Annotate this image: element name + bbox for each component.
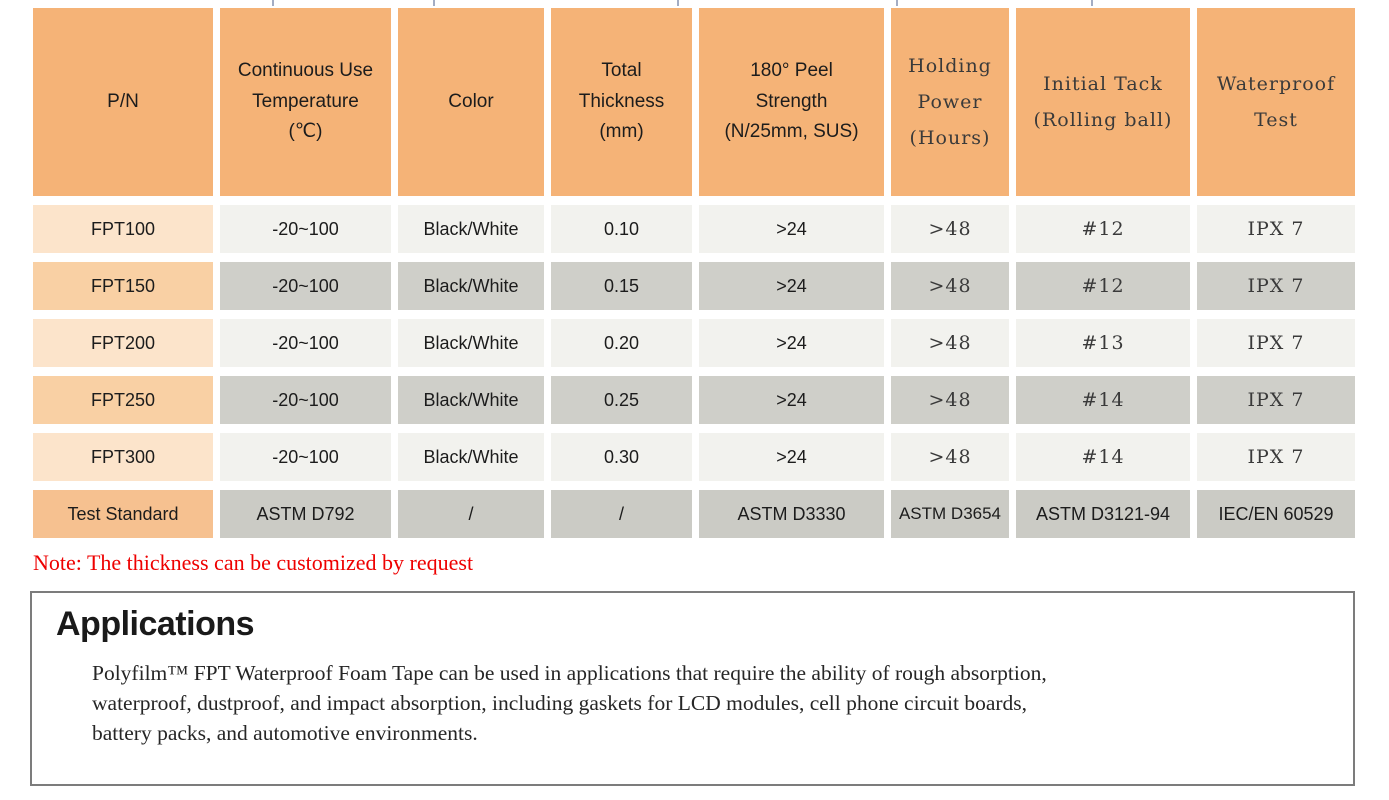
table-cell: Black/White xyxy=(398,433,544,481)
note-text: Note: The thickness can be customized by… xyxy=(33,550,474,575)
table-cell: -20~100 xyxy=(220,319,391,367)
table-cell: FPT200 xyxy=(33,319,213,367)
table-cell: IPX 7 xyxy=(1197,262,1355,310)
table-cell: FPT250 xyxy=(33,376,213,424)
table-cell: 0.30 xyxy=(551,433,692,481)
header-cell-pn: P/N xyxy=(33,8,213,196)
table-cell: ASTM D3121-94 xyxy=(1016,490,1190,538)
table-cell: #14 xyxy=(1016,433,1190,481)
table-cell: IPX 7 xyxy=(1197,205,1355,253)
table-cell: #12 xyxy=(1016,262,1190,310)
table-cell: >48 xyxy=(891,319,1009,367)
header-cell-waterproof-test: Waterproof Test xyxy=(1197,8,1355,196)
spec-table: P/N Continuous Use Temperature (℃) Color… xyxy=(33,8,1355,538)
table-cell: -20~100 xyxy=(220,376,391,424)
top-tick xyxy=(272,0,274,6)
table-cell: FPT150 xyxy=(33,262,213,310)
table-cell: #14 xyxy=(1016,376,1190,424)
table-cell: -20~100 xyxy=(220,205,391,253)
table-cell: IPX 7 xyxy=(1197,433,1355,481)
top-tick xyxy=(896,0,898,6)
table-cell: 0.25 xyxy=(551,376,692,424)
table-cell: -20~100 xyxy=(220,262,391,310)
table-cell: >48 xyxy=(891,433,1009,481)
table-cell: #13 xyxy=(1016,319,1190,367)
top-tick xyxy=(1091,0,1093,6)
table-cell-test-standard: Test Standard xyxy=(33,490,213,538)
table-cell: ASTM D3654 xyxy=(891,490,1009,538)
header-cell-holding-power: Holding Power (Hours) xyxy=(891,8,1009,196)
table-cell: >24 xyxy=(699,433,884,481)
table-cell: Black/White xyxy=(398,376,544,424)
header-cell-initial-tack: Initial Tack (Rolling ball) xyxy=(1016,8,1190,196)
table-cell: Black/White xyxy=(398,205,544,253)
table-cell: >24 xyxy=(699,319,884,367)
table-cell: IEC/EN 60529 xyxy=(1197,490,1355,538)
header-cell-temperature: Continuous Use Temperature (℃) xyxy=(220,8,391,196)
table-cell: >48 xyxy=(891,376,1009,424)
table-cell: 0.10 xyxy=(551,205,692,253)
table-cell: ASTM D3330 xyxy=(699,490,884,538)
table-cell: FPT300 xyxy=(33,433,213,481)
table-cell: ASTM D792 xyxy=(220,490,391,538)
top-tick xyxy=(433,0,435,6)
table-cell: 0.20 xyxy=(551,319,692,367)
table-cell: -20~100 xyxy=(220,433,391,481)
table-cell: >24 xyxy=(699,205,884,253)
header-cell-peel-strength: 180° Peel Strength (N/25mm, SUS) xyxy=(699,8,884,196)
header-cell-color: Color xyxy=(398,8,544,196)
applications-panel: Applications Polyfilm™ FPT Waterproof Fo… xyxy=(30,591,1355,786)
table-cell: / xyxy=(551,490,692,538)
table-cell: IPX 7 xyxy=(1197,376,1355,424)
table-cell: >24 xyxy=(699,262,884,310)
table-cell: / xyxy=(398,490,544,538)
table-cell: >48 xyxy=(891,262,1009,310)
table-cell: Black/White xyxy=(398,319,544,367)
table-cell: 0.15 xyxy=(551,262,692,310)
top-tick xyxy=(677,0,679,6)
applications-title: Applications xyxy=(56,605,255,643)
applications-body: Polyfilm™ FPT Waterproof Foam Tape can b… xyxy=(92,661,1047,745)
table-cell: FPT100 xyxy=(33,205,213,253)
header-cell-thickness: Total Thickness (mm) xyxy=(551,8,692,196)
table-cell: #12 xyxy=(1016,205,1190,253)
table-cell: Black/White xyxy=(398,262,544,310)
table-cell: >24 xyxy=(699,376,884,424)
table-cell: IPX 7 xyxy=(1197,319,1355,367)
table-cell: >48 xyxy=(891,205,1009,253)
